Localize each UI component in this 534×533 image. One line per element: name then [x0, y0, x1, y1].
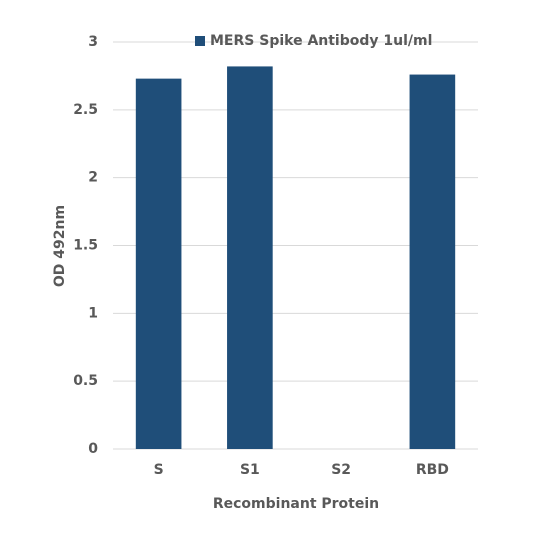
y-tick-label: 0.5	[73, 373, 98, 389]
x-tick-label: S1	[240, 462, 260, 478]
y-tick-label: 3	[88, 34, 98, 50]
y-tick-label: 1	[88, 305, 98, 321]
y-tick-label: 1.5	[73, 238, 98, 254]
x-tick-label: RBD	[416, 462, 449, 478]
y-axis-label: OD 492nm	[52, 205, 68, 287]
x-tick-label: S	[154, 462, 164, 478]
x-tick-label: S2	[331, 462, 351, 478]
y-tick-label: 0	[88, 441, 98, 457]
x-axis-label: Recombinant Protein	[213, 496, 379, 512]
bar	[135, 78, 182, 449]
legend-label: MERS Spike Antibody 1ul/ml	[210, 33, 432, 49]
legend-swatch	[195, 36, 205, 46]
bar	[227, 66, 273, 450]
y-tick-label: 2.5	[73, 102, 98, 118]
bar	[409, 74, 456, 449]
y-tick-label: 2	[88, 170, 98, 186]
